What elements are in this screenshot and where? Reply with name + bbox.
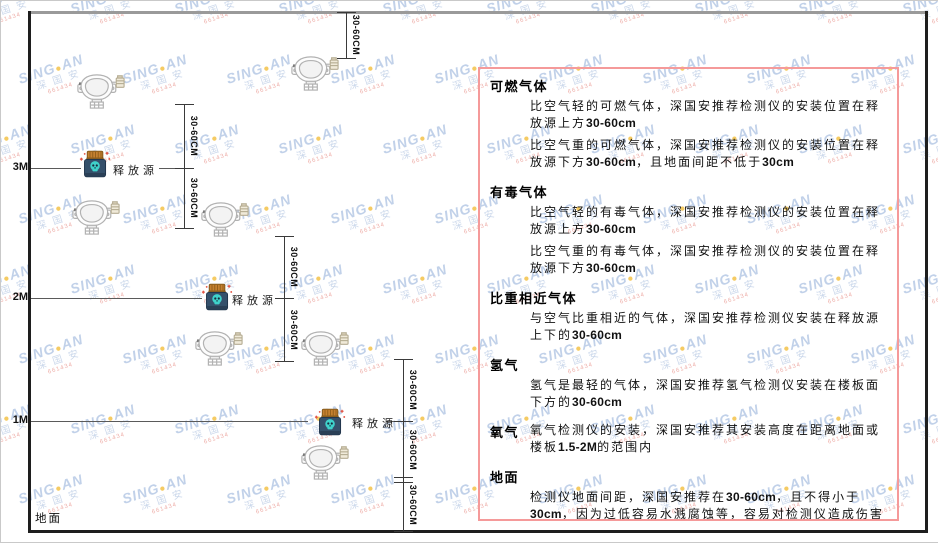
section-paragraph: 氢气是最轻的气体，深国安推荐氢气检测仪安装在楼板面下方的30-60cm bbox=[530, 378, 881, 409]
section-paragraph: 检测仪地面间距，深国安推荐在30-60cm，且不得小于30cm，因为过低容易水溅… bbox=[530, 490, 884, 521]
section-heading: 比重相近气体 bbox=[490, 291, 578, 306]
release-source-label: 释放源 bbox=[113, 165, 158, 177]
gas-detector-icon bbox=[72, 199, 120, 240]
gas-detector-icon bbox=[195, 330, 243, 371]
dimension-tick bbox=[275, 298, 294, 299]
section-paragraph: 与空气比重相近的气体，深国安推荐检测仪安装在释放源上下的30-60cm bbox=[530, 311, 881, 342]
dimension-line bbox=[346, 12, 347, 58]
gas-detector-icon bbox=[77, 73, 125, 114]
ceiling-line bbox=[28, 11, 928, 14]
section-paragraph: 比空气轻的可燃气体，深国安推荐检测仪的安装位置在释放源上方30-60cm bbox=[530, 99, 881, 130]
dimension-tick bbox=[394, 477, 413, 478]
section-heading: 地面 bbox=[490, 470, 520, 485]
dimension-label: 30-60CM bbox=[408, 369, 418, 411]
dimension-line bbox=[403, 359, 404, 531]
guideline-section: 可燃气体比空气轻的可燃气体，深国安推荐检测仪的安装位置在释放源上方30-60cm… bbox=[490, 76, 887, 176]
dimension-tick bbox=[175, 228, 194, 229]
axis-label-3m: 3M bbox=[12, 161, 28, 173]
dimension-label: 30-60CM bbox=[189, 115, 199, 157]
dimension-label: 30-60CM bbox=[351, 14, 361, 56]
gas-detector-icon bbox=[291, 55, 339, 96]
release-source-label: 释放源 bbox=[232, 295, 277, 307]
section-heading: 可燃气体 bbox=[490, 79, 549, 94]
installation-guidelines-panel: 可燃气体比空气轻的可燃气体，深国安推荐检测仪的安装位置在释放源上方30-60cm… bbox=[478, 67, 899, 521]
dimension-tick bbox=[175, 104, 194, 105]
dimension-label: 30-60CM bbox=[189, 177, 199, 219]
release-source-label: 释放源 bbox=[352, 418, 397, 430]
guideline-section: 地面 检测仪地面间距，深国安推荐在30-60cm，且不得小于30cm，因为过低容易… bbox=[490, 467, 887, 521]
height-guide-line bbox=[31, 421, 308, 422]
right-wall-line bbox=[925, 11, 928, 532]
axis-label-1m: 1M bbox=[12, 414, 28, 426]
section-heading: 氢气 bbox=[490, 358, 520, 373]
dimension-label: 30-60CM bbox=[289, 309, 299, 350]
height-guide-line bbox=[159, 168, 184, 169]
guideline-section: 氢气 氢气是最轻的气体，深国安推荐氢气检测仪安装在楼板面下方的30-60cm bbox=[490, 355, 887, 416]
release-source-icon bbox=[79, 150, 112, 183]
axis-label-2m: 2M bbox=[12, 291, 28, 303]
height-guide-line bbox=[31, 298, 202, 299]
dimension-tick bbox=[337, 58, 356, 59]
section-paragraph: 比空气轻的有毒气体，深国安推荐检测仪的安装位置在释放源上方30-60cm bbox=[530, 205, 881, 236]
dimension-tick bbox=[394, 421, 413, 422]
section-paragraph: 氧气检测仪的安装，深国安推荐其安装高度在距离地面或楼板1.5-2M的范围内 bbox=[530, 423, 881, 454]
section-heading: 氧气 bbox=[490, 425, 520, 440]
height-guide-line bbox=[31, 168, 81, 169]
gas-detector-icon bbox=[301, 330, 349, 371]
section-heading: 有毒气体 bbox=[490, 185, 549, 200]
gas-detector-icon bbox=[301, 444, 349, 485]
dimension-label: 30-60CM bbox=[408, 429, 418, 471]
dimension-tick bbox=[337, 12, 356, 13]
release-source-icon bbox=[314, 408, 347, 441]
dimension-tick bbox=[275, 236, 294, 237]
guideline-section: 有毒气体比空气轻的有毒气体，深国安推荐检测仪的安装位置在释放源上方30-60cm… bbox=[490, 182, 887, 282]
dimension-tick bbox=[175, 168, 194, 169]
gas-detector-icon bbox=[201, 201, 249, 242]
dimension-tick bbox=[394, 482, 413, 483]
dimension-tick bbox=[394, 359, 413, 360]
dimension-tick bbox=[275, 361, 294, 362]
dimension-label: 30-60CM bbox=[408, 484, 418, 526]
section-paragraph: 比空气重的有毒气体，深国安推荐检测仪的安装位置在释放源下方30-60cm bbox=[530, 244, 881, 275]
dimension-line bbox=[184, 104, 185, 228]
guideline-section: 氧气 氧气检测仪的安装，深国安推荐其安装高度在距离地面或楼板1.5-2M的范围内 bbox=[490, 422, 887, 461]
ground-label: 地面 bbox=[35, 513, 62, 525]
guideline-section: 比重相近气体与空气比重相近的气体，深国安推荐检测仪安装在释放源上下的30-60c… bbox=[490, 288, 887, 349]
dimension-tick bbox=[394, 531, 413, 532]
floor-line bbox=[28, 530, 928, 533]
left-wall-line bbox=[28, 11, 31, 532]
section-paragraph: 比空气重的可燃气体，深国安推荐检测仪的安装位置在释放源下方30-60cm，且地面… bbox=[530, 138, 881, 169]
dimension-label: 30-60CM bbox=[289, 246, 299, 288]
release-source-icon bbox=[201, 283, 234, 316]
